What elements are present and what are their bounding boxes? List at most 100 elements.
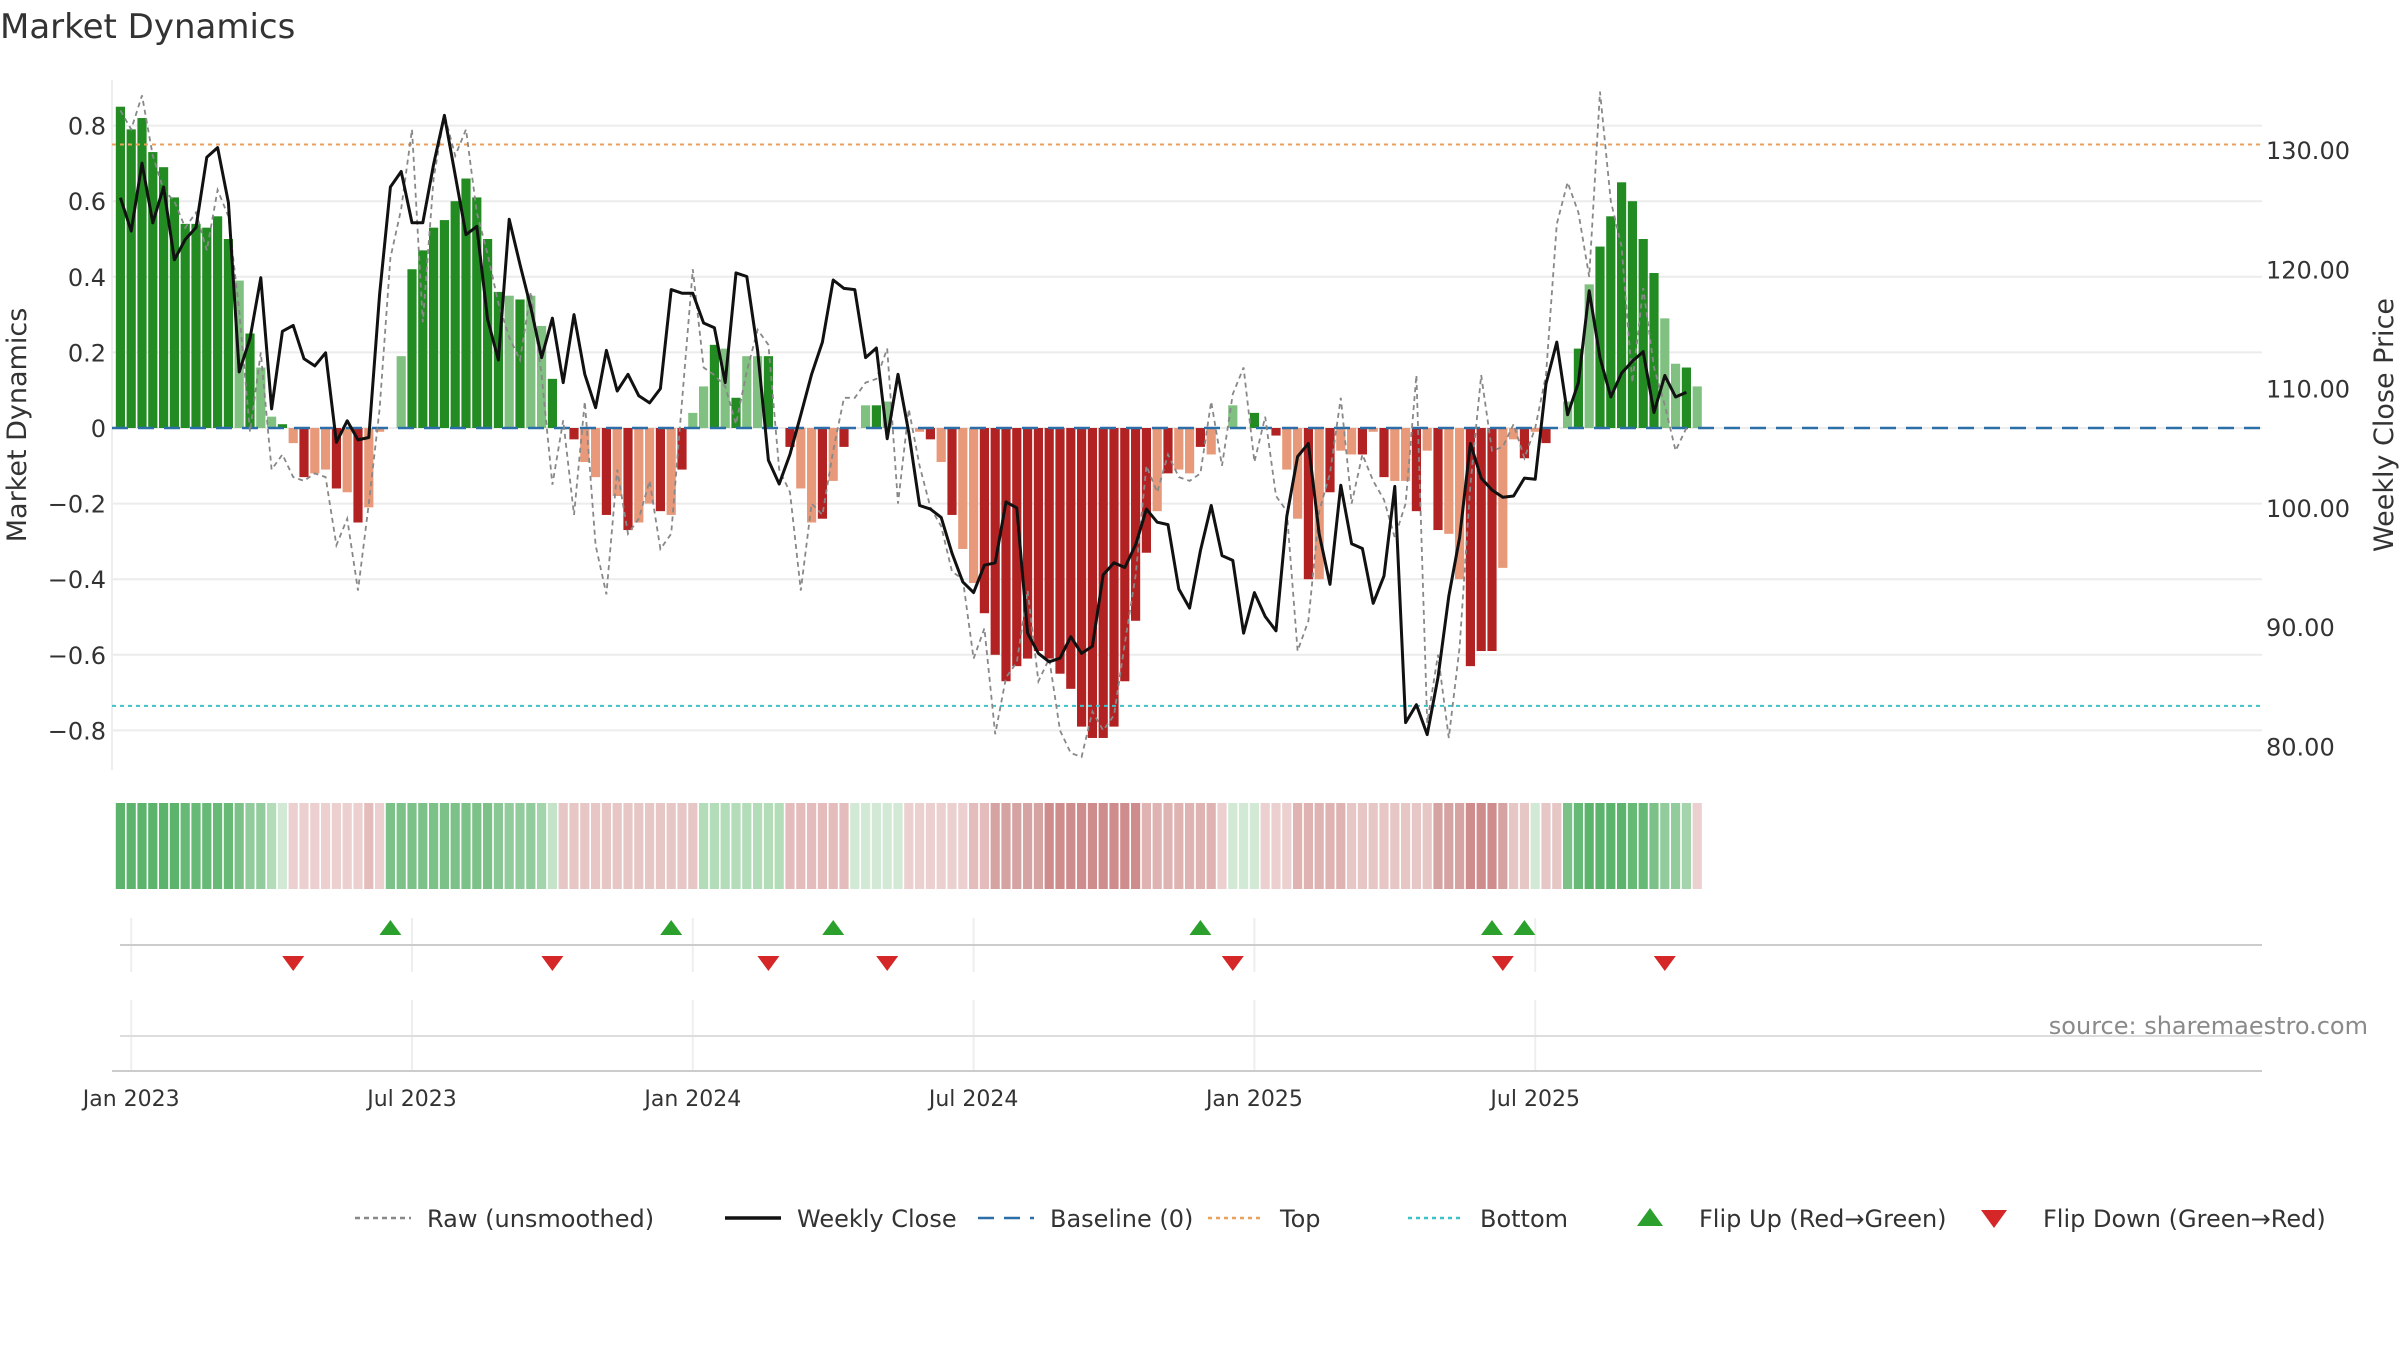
strip-cell	[1357, 803, 1367, 889]
dynamics-bar	[321, 428, 331, 470]
dynamics-bar	[580, 428, 590, 463]
legend-swatch-flip-down	[1981, 1210, 2007, 1228]
strip-cell	[1671, 803, 1681, 889]
dynamics-bar	[1487, 428, 1497, 652]
legend-item: Baseline (0)	[978, 1205, 1193, 1233]
strip-cell	[115, 803, 125, 889]
strip-cell	[1271, 803, 1281, 889]
y-left-tick-label: −0.2	[48, 491, 106, 519]
x-tick-label: Jan 2025	[1204, 1087, 1303, 1112]
dynamics-bar	[591, 428, 601, 478]
strip-cell	[634, 803, 644, 889]
strip-cell	[580, 803, 590, 889]
strip-cell	[213, 803, 223, 889]
dynamics-bar	[1660, 318, 1670, 428]
strip-cell	[1433, 803, 1443, 889]
dynamics-bar	[1681, 367, 1691, 428]
dynamics-bar	[1476, 428, 1486, 652]
strip-cell	[1314, 803, 1324, 889]
y-left-tick-label: −0.4	[48, 566, 106, 594]
strip-cell	[904, 803, 914, 889]
dynamics-bar	[969, 428, 979, 583]
dynamics-bar	[947, 428, 957, 515]
dynamics-bar	[742, 356, 752, 428]
y-right-tick-label: 100.00	[2266, 495, 2350, 523]
dynamics-bar	[1401, 428, 1411, 481]
strip-cell	[1239, 803, 1249, 889]
x-tick-label: Jul 2025	[1488, 1087, 1580, 1112]
strip-cell	[1001, 803, 1011, 889]
legend-item: Flip Down (Green→Red)	[1981, 1205, 2326, 1233]
dynamics-bar	[1433, 428, 1443, 531]
dynamics-bar	[1692, 386, 1702, 428]
flip-up-marker	[660, 920, 683, 935]
strip-cell	[1606, 803, 1616, 889]
y-right-tick-label: 90.00	[2266, 614, 2335, 642]
strip-cell	[267, 803, 277, 889]
dynamics-bar	[1444, 428, 1454, 534]
dynamics-bar	[1573, 348, 1583, 428]
strip-cell	[1012, 803, 1022, 889]
strip-cell	[990, 803, 1000, 889]
strip-cell	[882, 803, 892, 889]
dynamics-bar	[450, 201, 460, 428]
legend-label: Baseline (0)	[1050, 1205, 1193, 1233]
x-tick-label: Jan 2023	[81, 1087, 180, 1112]
dynamics-bar	[148, 152, 158, 428]
dynamics-bar	[839, 428, 849, 447]
strip-cell	[256, 803, 266, 889]
strip-cell	[731, 803, 741, 889]
dynamics-bar	[504, 295, 514, 428]
strip-cell	[1509, 803, 1519, 889]
strip-cell	[1660, 803, 1670, 889]
strip-cell	[742, 803, 752, 889]
strip-cell	[763, 803, 773, 889]
dynamics-bar	[785, 428, 795, 447]
dynamics-bar	[407, 269, 417, 428]
y-left-label: Market Dynamics	[2, 308, 33, 543]
dynamics-bar	[169, 197, 179, 428]
strip-cell	[558, 803, 568, 889]
strip-cell	[288, 803, 298, 889]
y-left-tick-label: 0.2	[68, 339, 106, 367]
strip-cell	[202, 803, 212, 889]
dynamics-bar	[1249, 412, 1259, 428]
regime-strip	[115, 803, 1702, 889]
strip-cell	[439, 803, 449, 889]
dynamics-bar	[958, 428, 968, 549]
strip-cell	[947, 803, 957, 889]
strip-cell	[1249, 803, 1259, 889]
strip-cell	[1055, 803, 1065, 889]
strip-cell	[1455, 803, 1465, 889]
dynamics-bar	[1055, 428, 1065, 674]
flip-down-marker	[1491, 956, 1514, 971]
strip-cell	[126, 803, 136, 889]
strip-cell	[828, 803, 838, 889]
dynamics-bar	[256, 367, 266, 428]
dynamics-bar	[1455, 428, 1465, 580]
x-tick-label: Jan 2024	[642, 1087, 741, 1112]
flip-down-marker	[757, 956, 780, 971]
dynamics-bar	[666, 428, 676, 515]
legend-label: Weekly Close	[797, 1205, 957, 1233]
dynamics-bar	[472, 197, 482, 428]
strip-cell	[1120, 803, 1130, 889]
dynamics-bar	[979, 428, 989, 614]
y-right-tick-label: 130.00	[2266, 137, 2350, 165]
strip-cell	[299, 803, 309, 889]
strip-cell	[569, 803, 579, 889]
strip-cell	[245, 803, 255, 889]
strip-cell	[850, 803, 860, 889]
dynamics-bar	[180, 223, 190, 428]
y-left-tick-label: 0.8	[68, 113, 106, 141]
dynamics-bar	[1087, 428, 1097, 738]
dynamics-bar	[612, 428, 622, 497]
source-text: source: sharemaestro.com	[2049, 1012, 2368, 1040]
dynamics-bar	[1336, 428, 1346, 451]
dynamics-bar	[1390, 428, 1400, 481]
dynamics-bar	[731, 397, 741, 428]
y-left-ticks: 0.8 0.6 0.4 0.2 0 −0.2 −0.4 −0.6 −0.8	[48, 113, 106, 746]
strip-cell	[1390, 803, 1400, 889]
dynamics-bar	[871, 405, 881, 428]
strip-cell	[1498, 803, 1508, 889]
